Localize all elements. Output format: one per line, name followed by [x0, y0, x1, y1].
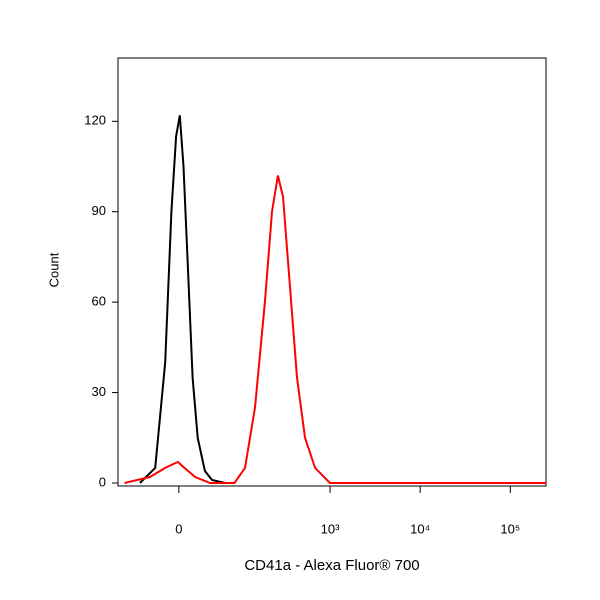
x-axis-label: CD41a - Alexa Fluor® 700: [244, 557, 419, 574]
y-axis-label: Count: [46, 252, 61, 287]
series-line: [124, 175, 546, 484]
x-tick-label: 10⁵: [500, 521, 520, 536]
y-tick-label: 0: [99, 474, 106, 489]
y-tick-label: 90: [92, 203, 106, 218]
y-tick-label: 120: [84, 113, 106, 128]
x-tick-label: 10⁴: [410, 521, 430, 536]
x-tick-label: 0: [175, 521, 182, 536]
plot-frame: [117, 57, 547, 487]
series-line: [139, 115, 226, 484]
y-tick-label: 60: [92, 294, 106, 309]
y-tick-label: 30: [92, 384, 106, 399]
x-tick-label: 10³: [321, 521, 340, 536]
